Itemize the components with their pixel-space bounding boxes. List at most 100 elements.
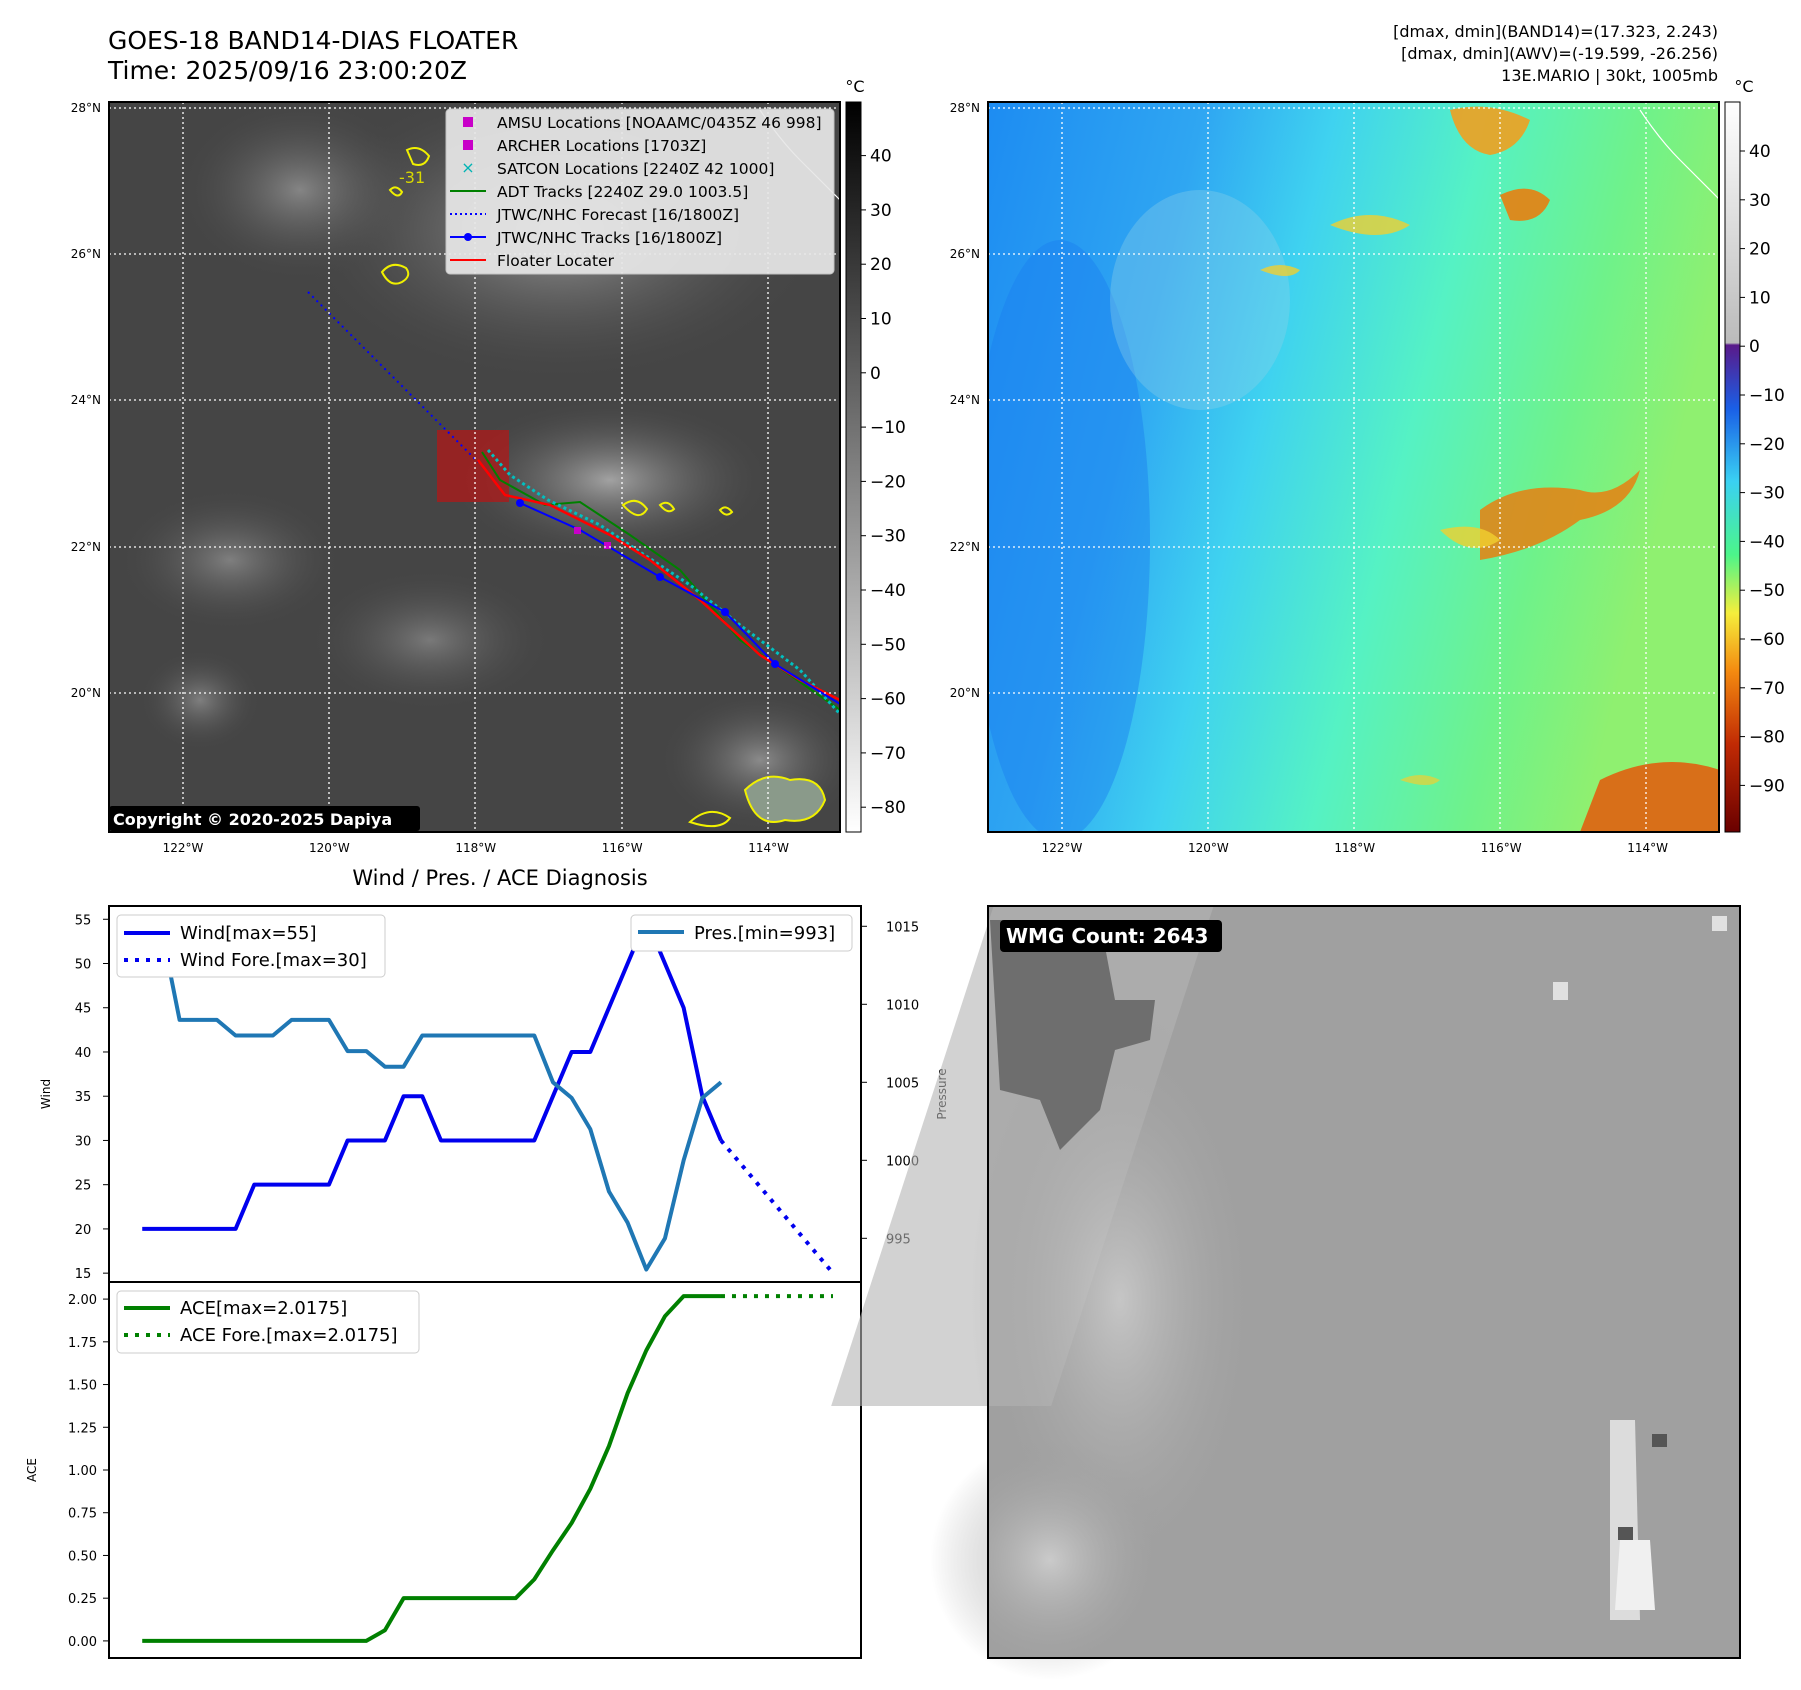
ace-y-tick-label: 1.75 — [68, 1336, 97, 1351]
copyright-box — [109, 806, 420, 831]
lon-tick-label: 120°W — [1188, 841, 1229, 855]
wind-y-tick-label: 50 — [75, 958, 92, 973]
lat-tick-label: 20°N — [950, 686, 980, 700]
wv-colorbar-tick-label: −70 — [1749, 679, 1785, 699]
lon-tick-label: 122°W — [163, 841, 204, 855]
legend-label: Wind Fore.[max=30] — [180, 950, 367, 971]
wind-y-tick-label: 40 — [75, 1046, 92, 1061]
legend-label: Wind[max=55] — [180, 923, 317, 944]
legend-label: ACE Fore.[max=2.0175] — [180, 1325, 398, 1346]
ir-colorbar-tick-label: 30 — [870, 201, 892, 221]
wind-y-tick-label: 45 — [75, 1002, 92, 1017]
lat-tick-label: 26°N — [71, 247, 101, 261]
ir-colorbar-tick-label: −60 — [870, 690, 906, 710]
ir-colorbar-tick-label: 20 — [870, 255, 892, 275]
pres-legend-box — [630, 914, 853, 952]
legend-label: JTWC/NHC Forecast [16/1800Z] — [496, 206, 739, 224]
ir-colorbar-tick-label: −70 — [870, 744, 906, 764]
wv-colorbar-tick-label: −60 — [1749, 630, 1785, 650]
wv-colorbar-ticks: 40 30 20 10 0 −10 −20 −30 −40 −50 −60 −70 −80 −90 — [1740, 142, 1785, 796]
ace-y-tick-label: 2.00 — [68, 1293, 97, 1308]
storm-info-text: 13E.MARIO | 30kt, 1005mb — [1501, 66, 1718, 85]
lon-tick-label: 116°W — [1481, 841, 1522, 855]
lon-tick-label: 120°W — [309, 841, 350, 855]
wv-colorbar-tick-label: −90 — [1749, 776, 1785, 796]
wv-colorbar-tick-label: 0 — [1749, 337, 1760, 357]
wmg-panel — [831, 905, 1741, 1680]
wind-y-tick-label: 35 — [75, 1090, 92, 1105]
contour-label: -31 — [399, 168, 425, 187]
wind-legend-box — [116, 914, 386, 978]
ir-colorbar-unit: °C — [845, 77, 864, 96]
legend-marker — [464, 233, 472, 241]
wv-colorbar-tick-label: 30 — [1749, 191, 1771, 211]
ir-colorbar-tick-label: −10 — [870, 418, 906, 438]
legend-label: ARCHER Locations [1703Z] — [497, 137, 706, 155]
ace-y-tick-label: 0.50 — [68, 1549, 97, 1564]
lon-tick-label: 118°W — [1334, 841, 1375, 855]
wmg-count-text: WMG Count: 2643 — [1006, 924, 1208, 948]
dmax-awv-text: [dmax, dmin](AWV)=(-19.599, -26.256) — [1401, 44, 1718, 63]
ir-colorbar-ticks: 40 30 20 10 0 −10 −20 −30 −40 −50 −60 −70 −80 — [861, 147, 906, 818]
wv-colorbar — [1724, 101, 1741, 833]
wv-colorbar-tick-label: −50 — [1749, 581, 1785, 601]
wv-colorbar-tick-label: 20 — [1749, 240, 1771, 260]
wv-map-frame — [987, 101, 1720, 833]
lon-tick-label: 118°W — [455, 841, 496, 855]
wv-colorbar-tick-label: 10 — [1749, 288, 1771, 308]
ace-legend-box — [116, 1290, 420, 1354]
ace-y-tick-label: 0.00 — [68, 1635, 97, 1650]
legend-label: SATCON Locations [2240Z 42 1000] — [497, 160, 774, 178]
ace-y-tick-label: 1.25 — [68, 1421, 97, 1436]
ace-chart-plot: 0.00 0.25 0.50 0.75 1.00 1.25 1.50 1.75 2.00 ACE[… — [68, 1290, 833, 1650]
copyright-text: Copyright © 2020-2025 Dapiya — [113, 810, 392, 829]
ir-colorbar-tick-label: −80 — [870, 798, 906, 818]
series-line — [142, 917, 723, 1231]
ace-y-tick-label: 1.00 — [68, 1464, 97, 1479]
wind-y-tick-label: 55 — [75, 913, 92, 928]
ir-colorbar-tick-label: 40 — [870, 147, 892, 167]
wv-colorbar-tick-label: −10 — [1749, 386, 1785, 406]
lat-tick-label: 24°N — [950, 393, 980, 407]
legend-label: JTWC/NHC Tracks [16/1800Z] — [496, 229, 722, 247]
lat-tick-label: 24°N — [71, 393, 101, 407]
legend-marker — [463, 140, 473, 150]
ir-map-legend: AMSU Locations [NOAAMC/0435Z 46 998] ARCH… — [445, 108, 835, 275]
wind-y-tick-label: 25 — [75, 1179, 92, 1194]
legend-label: Floater Locater — [497, 252, 615, 270]
pressure-y-tick-label: 1010 — [886, 998, 919, 1013]
wv-colorbar-unit: °C — [1734, 77, 1753, 96]
dmax-band14-text: [dmax, dmin](BAND14)=(17.323, 2.243) — [1393, 22, 1718, 41]
ir-colorbar-tick-label: −30 — [870, 527, 906, 547]
lat-tick-label: 28°N — [950, 101, 980, 115]
legend-label: AMSU Locations [NOAAMC/0435Z 46 998] — [497, 114, 822, 132]
lat-tick-label: 26°N — [950, 247, 980, 261]
ace-y-tick-label: 1.50 — [68, 1379, 97, 1394]
ir-colorbar-tick-label: −40 — [870, 581, 906, 601]
wind-y-tick-label: 20 — [75, 1223, 92, 1238]
ir-lon-labels: 122°W 120°W 118°W 116°W 114°W — [163, 841, 790, 855]
lat-tick-label: 22°N — [71, 540, 101, 554]
ir-lat-labels: 28°N 26°N 24°N 22°N 20°N — [71, 101, 101, 700]
ir-colorbar-tick-label: 0 — [870, 364, 881, 384]
wv-colorbar-tick-label: −80 — [1749, 728, 1785, 748]
lon-tick-label: 116°W — [602, 841, 643, 855]
wmg-count-box — [1000, 920, 1222, 952]
series-line — [142, 924, 723, 1272]
ir-colorbar — [845, 101, 862, 833]
ir-map-frame — [108, 101, 841, 833]
pressure-y-tick-label: 1005 — [886, 1076, 919, 1091]
series-line — [142, 1294, 721, 1643]
ir-colorbar-tick-label: −20 — [870, 472, 906, 492]
figure-title: GOES-18 BAND14-DIAS FLOATER — [108, 26, 519, 55]
wv-colorbar-tick-label: 40 — [1749, 142, 1771, 162]
lon-tick-label: 114°W — [748, 841, 789, 855]
wv-colorbar-tick-label: −30 — [1749, 484, 1785, 504]
diagnosis-title: Wind / Pres. / ACE Diagnosis — [352, 866, 647, 890]
series-line — [719, 1139, 835, 1275]
wv-lon-labels: 122°W 120°W 118°W 116°W 114°W — [1042, 841, 1669, 855]
pressure-y-tick-label: 1015 — [886, 920, 919, 935]
ace-y-tick-label: 0.25 — [68, 1592, 97, 1607]
ir-colorbar-tick-label: −50 — [870, 635, 906, 655]
